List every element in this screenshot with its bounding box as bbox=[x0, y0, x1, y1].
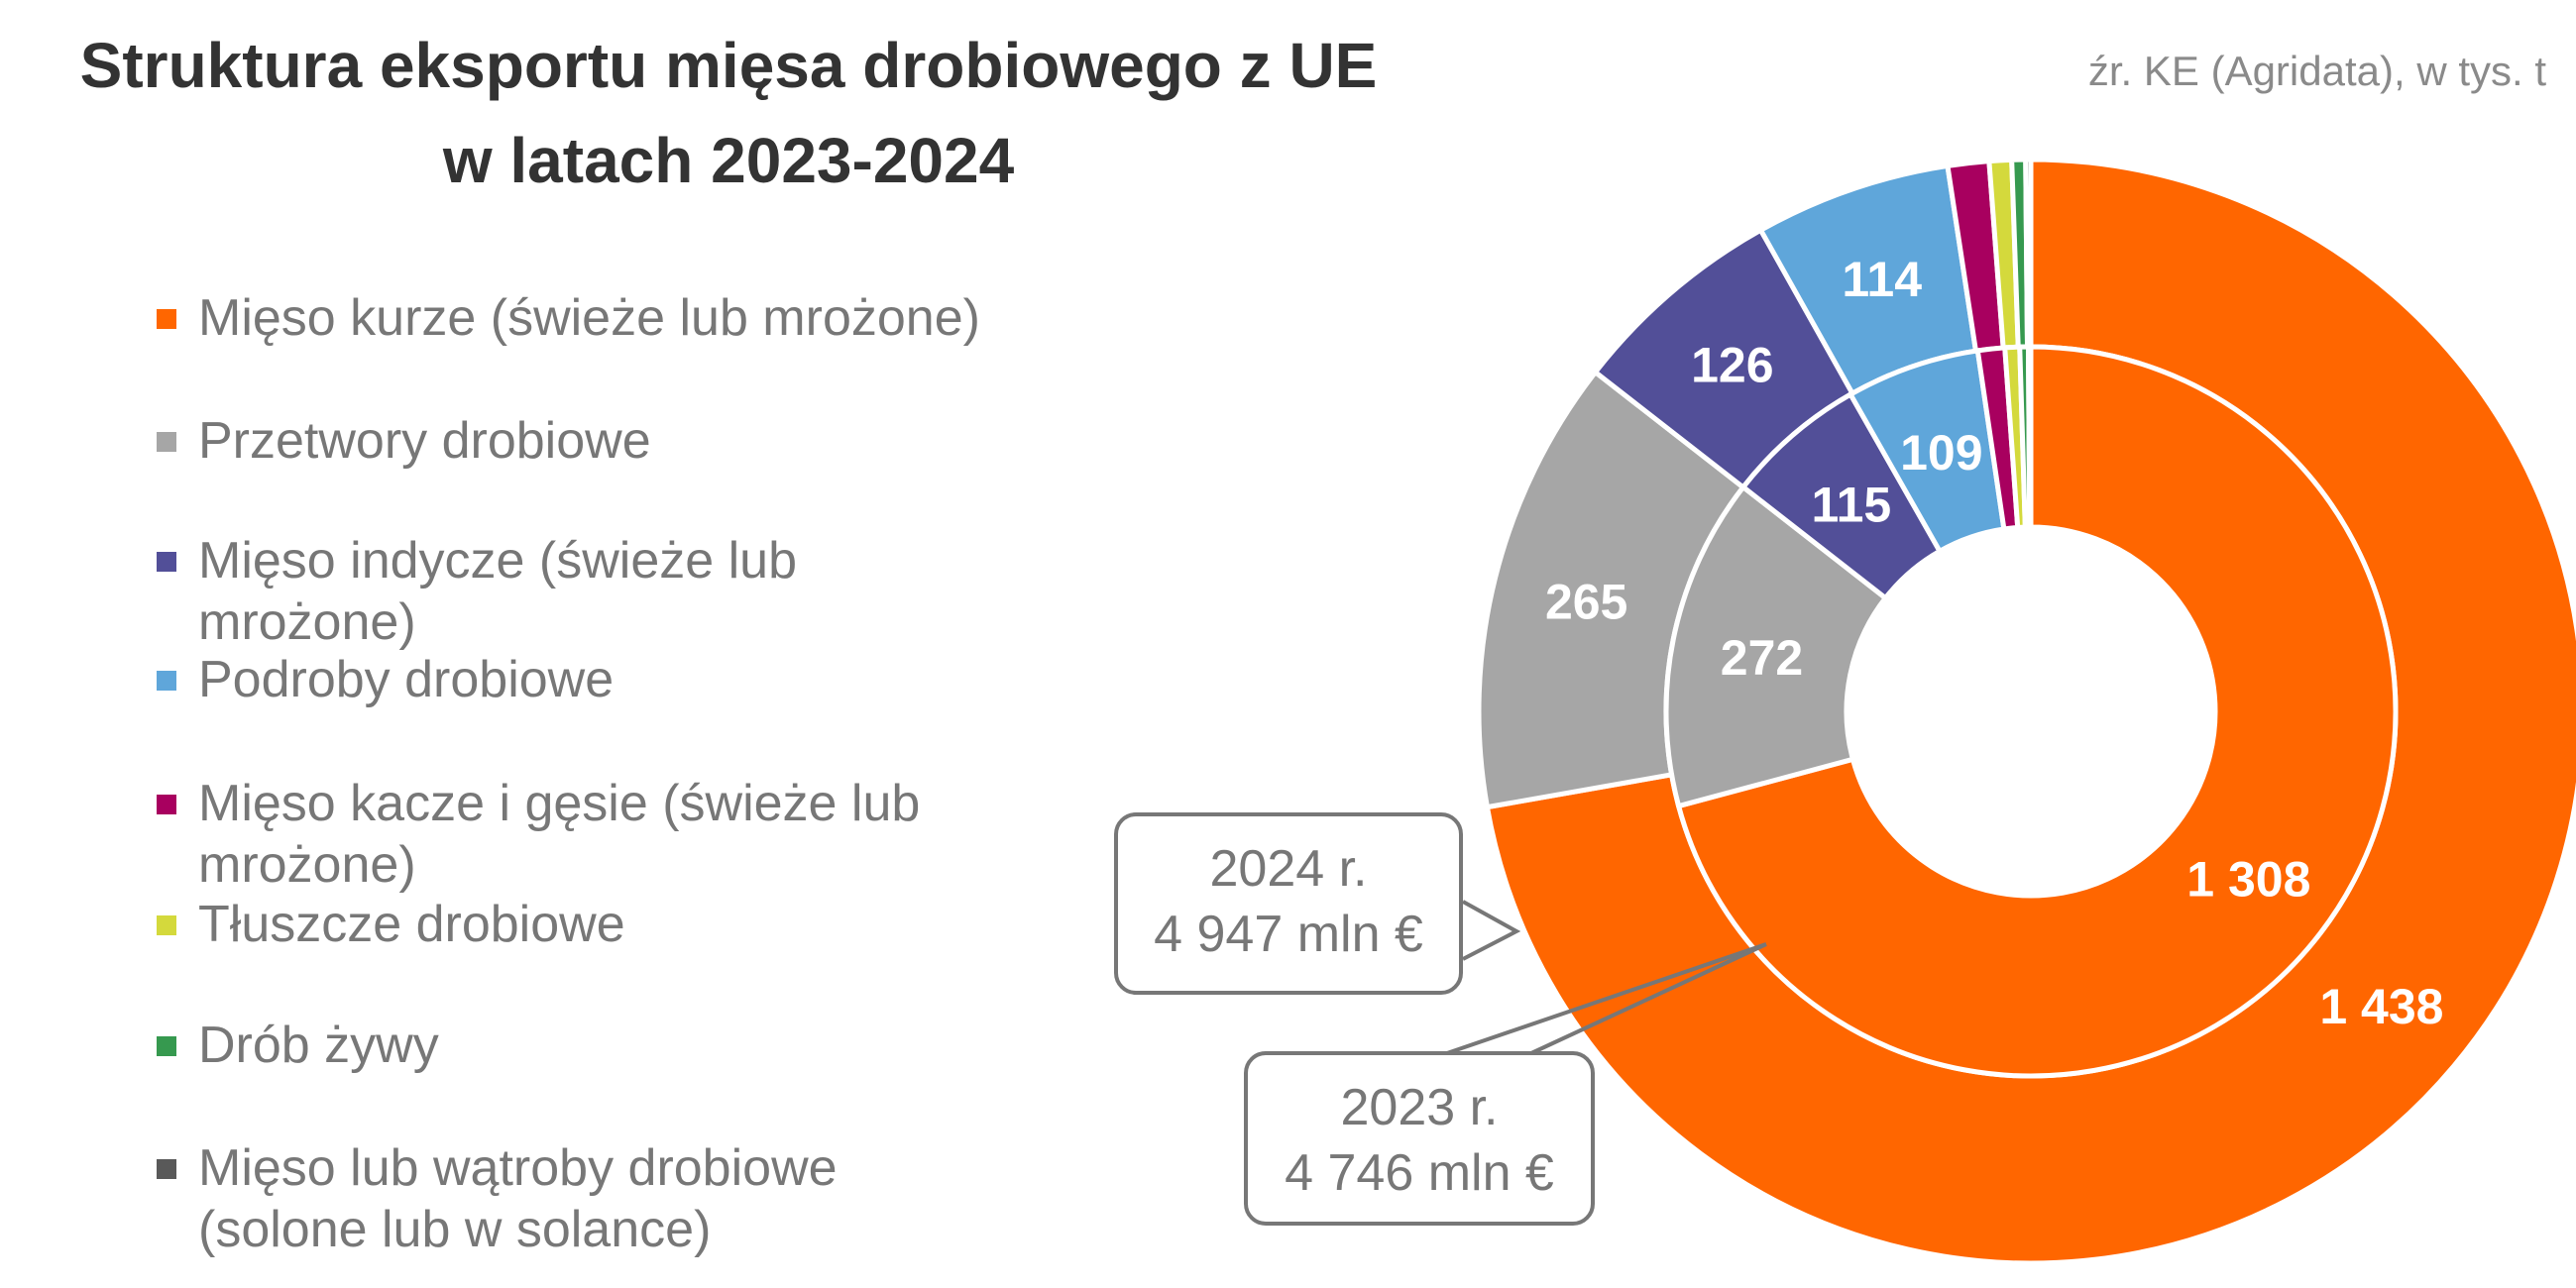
legend-label: Mięso lub wątroby drobiowe (solone lub w … bbox=[198, 1139, 838, 1258]
data-label-2024-0: 1 438 bbox=[2319, 979, 2443, 1034]
legend-swatch bbox=[157, 552, 176, 572]
legend-item: Tłuszcze drobiowe bbox=[157, 894, 625, 955]
legend-swatch bbox=[157, 432, 176, 452]
legend-item: Mięso kacze i gęsie (świeże lub mrożone) bbox=[157, 773, 920, 896]
slice-2023-7 bbox=[2025, 344, 2034, 530]
legend-item: Podroby drobiowe bbox=[157, 649, 614, 710]
data-label-2024-3: 114 bbox=[1842, 252, 1922, 307]
callout-2024-value: 4 947 mln € bbox=[1154, 906, 1423, 963]
callout-2023-value: 4 746 mln € bbox=[1285, 1144, 1554, 1202]
legend-swatch bbox=[157, 309, 176, 329]
legend-label: Mięso kurze (świeże lub mrożone) bbox=[198, 289, 980, 347]
legend-swatch bbox=[157, 1159, 176, 1179]
data-label-2023-0: 1 308 bbox=[2186, 852, 2310, 908]
legend-item: Mięso kurze (świeże lub mrożone) bbox=[157, 287, 980, 349]
slice-2024-7 bbox=[2023, 157, 2034, 350]
legend-swatch bbox=[157, 915, 176, 935]
callout-2023-pointer-a bbox=[1446, 942, 1767, 1055]
callout-2023-year: 2023 r. bbox=[1340, 1079, 1499, 1136]
callout-2023: 2023 r. 4 746 mln € bbox=[1244, 1051, 1595, 1226]
legend-item: Mięso indycze (świeże lub mrożone) bbox=[157, 530, 797, 653]
callout-2024-year: 2024 r. bbox=[1209, 840, 1368, 898]
slice-2023-0 bbox=[1675, 344, 2399, 1079]
legend-label: Podroby drobiowe bbox=[198, 651, 615, 708]
legend-label: Drób żywy bbox=[198, 1017, 439, 1074]
legend-swatch bbox=[157, 795, 176, 814]
legend-label: Przetwory drobiowe bbox=[198, 412, 651, 470]
data-label-2023-3: 109 bbox=[1900, 425, 1982, 481]
data-label-2023-2: 115 bbox=[1812, 477, 1892, 532]
slice-2023-1 bbox=[1663, 483, 1889, 809]
source-note: źr. KE (Agridata), w tys. t bbox=[2087, 48, 2546, 94]
callout-2023-pointer-b bbox=[1530, 942, 1767, 1055]
data-label-2024-2: 126 bbox=[1691, 338, 1773, 393]
legend-item: Przetwory drobiowe bbox=[157, 410, 651, 472]
legend-swatch bbox=[157, 671, 176, 691]
legend-label: Mięso kacze i gęsie (świeże lub mrożone) bbox=[198, 775, 921, 894]
legend-swatch bbox=[157, 1036, 176, 1056]
title-line-2: w latach 2023-2024 bbox=[442, 125, 1015, 196]
legend-label: Mięso indycze (świeże lub mrożone) bbox=[198, 532, 798, 651]
title-line-1: Struktura eksportu mięsa drobiowego z UE bbox=[79, 30, 1378, 101]
callout-2024: 2024 r. 4 947 mln € bbox=[1114, 812, 1463, 995]
chart-title: Struktura eksportu mięsa drobiowego z UE… bbox=[10, 18, 1447, 208]
legend-label: Tłuszcze drobiowe bbox=[198, 896, 625, 953]
callout-2024-pointer bbox=[1462, 900, 1521, 961]
data-label-2024-1: 265 bbox=[1545, 574, 1627, 629]
legend-item: Drób żywy bbox=[157, 1015, 439, 1076]
legend-item: Mięso lub wątroby drobiowe (solone lub w … bbox=[157, 1137, 838, 1260]
data-label-2023-1: 272 bbox=[1721, 630, 1803, 686]
